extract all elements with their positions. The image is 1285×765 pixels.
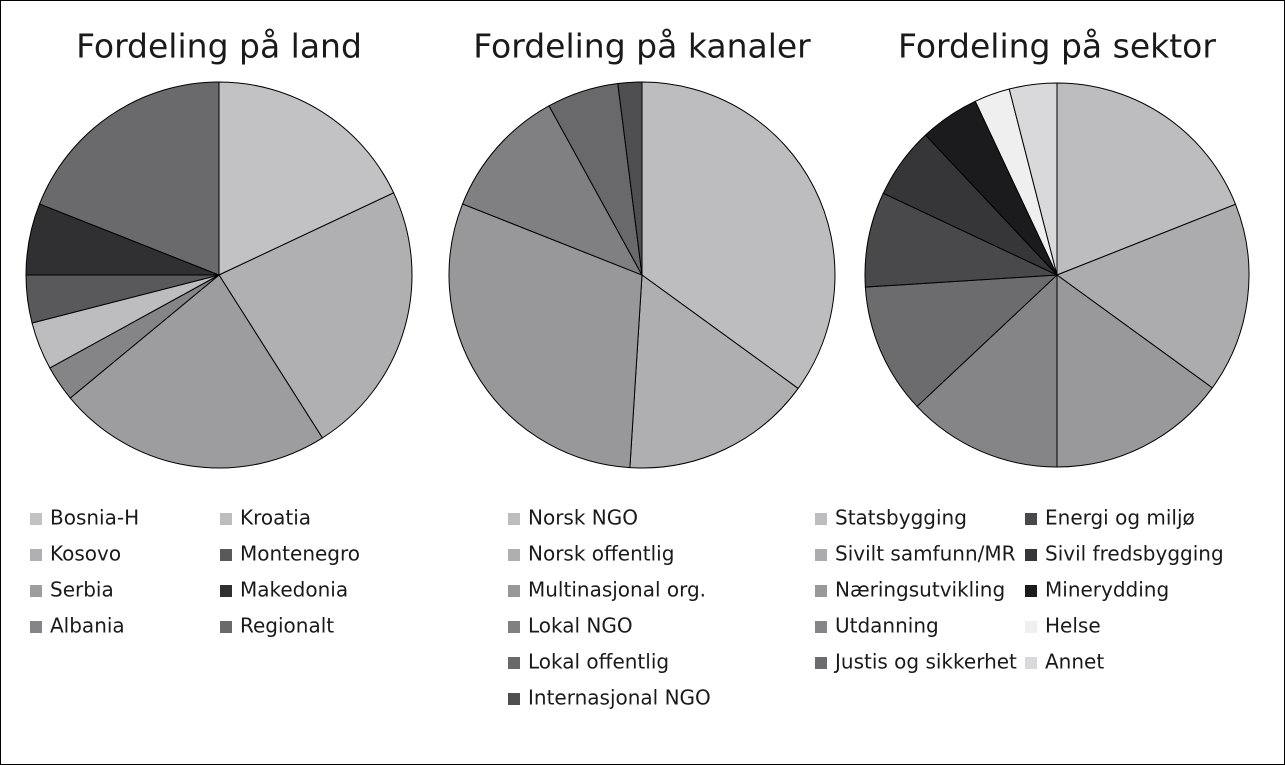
legend-swatch [508,693,520,705]
legend-label: Minerydding [1045,578,1169,602]
pie-slice [641,81,836,390]
pie-slice [629,274,799,469]
legend-swatch [220,549,232,561]
legend-label: Næringsutvikling [835,578,1005,602]
legend-label: Bosnia-H [50,506,139,530]
pie-slice [1056,274,1214,468]
legend-label: Norsk NGO [528,506,638,530]
legend-label: Norsk offentlig [528,542,674,566]
legend-swatch [1025,657,1037,669]
legend-label: Serbia [50,578,114,602]
pie-slice [448,203,643,469]
legend-swatch [1025,513,1037,525]
pie-slice [1056,82,1237,276]
legend-swatch [1025,549,1037,561]
pie-slice [69,274,324,469]
pie-slice [864,274,1059,408]
legend-swatch [30,585,42,597]
legend-label: Lokal offentlig [528,650,669,674]
legend-swatch [508,513,520,525]
legend-swatch [508,621,520,633]
legend-label: Helse [1045,614,1101,638]
legend-swatch [815,549,827,561]
legend-label: Annet [1045,650,1104,674]
pie-slice [1055,203,1250,389]
legend-swatch [1025,621,1037,633]
legend-swatch [1025,585,1037,597]
legend-swatch [508,549,520,561]
legend-swatch [220,585,232,597]
legend-swatch [30,513,42,525]
legend-swatch [815,585,827,597]
legend-label: Justis og sikkerhet [833,650,1017,674]
legend-swatch [30,621,42,633]
pie-slice [617,81,643,276]
legend-label: Multinasjonal org. [528,578,706,602]
legend-label: Statsbygging [835,506,967,530]
chart-title: Fordeling på kanaler [473,27,811,66]
pie-slice [1008,82,1058,276]
chart-title: Fordeling på land [76,27,362,66]
legend-swatch [815,657,827,669]
pie-slice [218,81,395,276]
legend-swatch [220,513,232,525]
legend-label: Albania [50,614,125,638]
pie-slice [218,192,413,439]
legend-label: Makedonia [240,578,348,602]
legend-label: Kosovo [50,542,121,566]
legend-label: Kroatia [240,506,311,530]
pie-slice [916,273,1058,468]
pie-slice [461,105,644,276]
legend-swatch [30,549,42,561]
legend-swatch [815,621,827,633]
legend-swatch [508,657,520,669]
pie-slice [864,192,1058,288]
legend-swatch [220,621,232,633]
legend-swatch [815,513,827,525]
legend-label: Regionalt [240,614,334,638]
pie-slice [38,81,220,276]
legend-label: Utdanning [835,614,939,638]
legend-swatch [508,585,520,597]
legend-label: Sivil fredsbygging [1045,542,1224,566]
legend-label: Montenegro [240,542,360,566]
legend-label: Sivilt samfunn/MR [835,542,1016,566]
legend-label: Internasjonal NGO [528,686,711,710]
legend-label: Energi og miljø [1045,506,1195,530]
legend-label: Lokal NGO [528,614,633,638]
chart-title: Fordeling på sektor [898,27,1216,66]
